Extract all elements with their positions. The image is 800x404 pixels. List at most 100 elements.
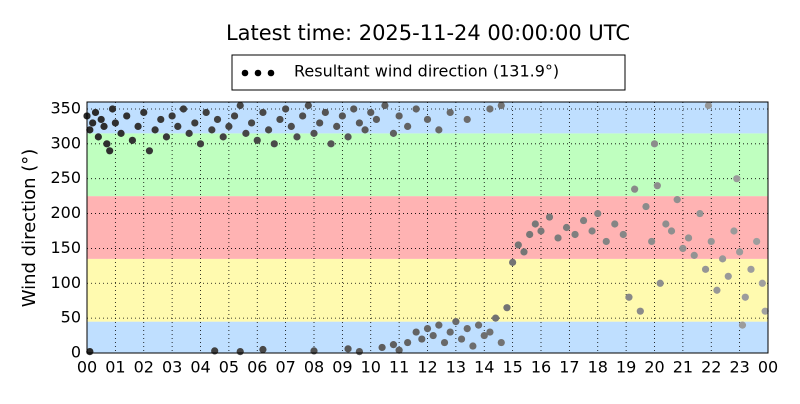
point <box>684 234 693 242</box>
x-tick-label: 07 <box>275 358 295 377</box>
point <box>196 140 205 148</box>
point <box>662 220 670 228</box>
point <box>758 279 766 287</box>
point <box>545 213 554 221</box>
y-tick-label: 50 <box>61 308 81 327</box>
point <box>571 230 579 239</box>
point <box>631 185 639 193</box>
x-tick-label: 09 <box>332 358 352 377</box>
x-tick-label: 00 <box>758 358 778 377</box>
point <box>404 122 412 131</box>
point <box>140 108 148 117</box>
point <box>389 341 398 349</box>
point <box>520 248 528 256</box>
x-tick-label: 05 <box>219 358 239 377</box>
x-tick-label: 19 <box>616 358 636 377</box>
point <box>738 321 747 329</box>
point <box>361 126 369 134</box>
point <box>97 115 105 124</box>
point <box>372 115 381 124</box>
point <box>446 328 454 336</box>
point <box>747 265 755 273</box>
point <box>191 119 199 127</box>
y-axis-label: Wind direction (°) <box>19 149 40 308</box>
point <box>625 293 633 301</box>
y-tick-label: 300 <box>50 133 81 152</box>
point <box>117 129 125 137</box>
point <box>514 241 522 249</box>
point <box>230 112 239 120</box>
point <box>761 307 769 315</box>
point <box>429 331 437 340</box>
point <box>446 108 454 117</box>
point <box>724 272 732 280</box>
x-tick-label: 06 <box>247 358 267 377</box>
point <box>265 126 273 134</box>
point <box>344 133 352 141</box>
point <box>208 126 216 134</box>
point <box>89 119 97 127</box>
point <box>94 133 102 141</box>
point <box>704 101 713 110</box>
point <box>333 122 341 131</box>
point <box>162 133 171 141</box>
x-tick-label: 12 <box>417 358 437 377</box>
point <box>509 258 517 266</box>
point <box>367 108 375 117</box>
point <box>91 108 100 117</box>
x-tick-label: 23 <box>729 358 749 377</box>
point <box>497 338 505 347</box>
point <box>648 237 656 246</box>
point <box>287 122 295 131</box>
point <box>321 108 329 117</box>
point <box>423 115 432 124</box>
point <box>100 122 108 131</box>
point <box>452 318 460 326</box>
x-tick-label: 18 <box>588 358 608 377</box>
point <box>213 115 222 124</box>
point <box>412 105 420 113</box>
point <box>259 345 267 354</box>
x-tick-label: 21 <box>673 358 693 377</box>
point <box>457 335 466 343</box>
point <box>381 101 389 110</box>
point <box>713 286 721 294</box>
x-tick-label: 16 <box>531 358 551 377</box>
point <box>111 119 119 127</box>
x-tick-label: 03 <box>162 358 182 377</box>
point <box>480 331 488 340</box>
point <box>423 324 432 333</box>
point <box>463 324 471 333</box>
point <box>707 237 715 246</box>
point <box>594 209 602 218</box>
point <box>440 338 449 347</box>
point <box>588 227 596 235</box>
point <box>316 119 324 127</box>
point <box>636 307 644 315</box>
point <box>667 227 676 235</box>
x-tick-label: 02 <box>134 358 154 377</box>
point <box>236 348 244 356</box>
point <box>225 122 233 131</box>
point <box>293 133 301 141</box>
point <box>259 108 267 117</box>
point <box>134 122 142 131</box>
y-tick-label: 100 <box>50 273 81 292</box>
point <box>128 136 136 144</box>
point <box>656 279 664 287</box>
point <box>103 140 111 148</box>
point <box>741 293 749 301</box>
point <box>389 129 398 137</box>
point <box>276 115 284 124</box>
point <box>733 175 741 183</box>
legend-label: Resultant wind direction (131.9°) <box>294 62 559 81</box>
point <box>736 248 744 256</box>
point <box>435 321 443 329</box>
x-tick-label: 13 <box>446 358 466 377</box>
x-tick-label: 10 <box>361 358 381 377</box>
point <box>270 140 278 148</box>
point <box>168 112 176 120</box>
point <box>469 342 477 350</box>
point <box>151 126 159 134</box>
